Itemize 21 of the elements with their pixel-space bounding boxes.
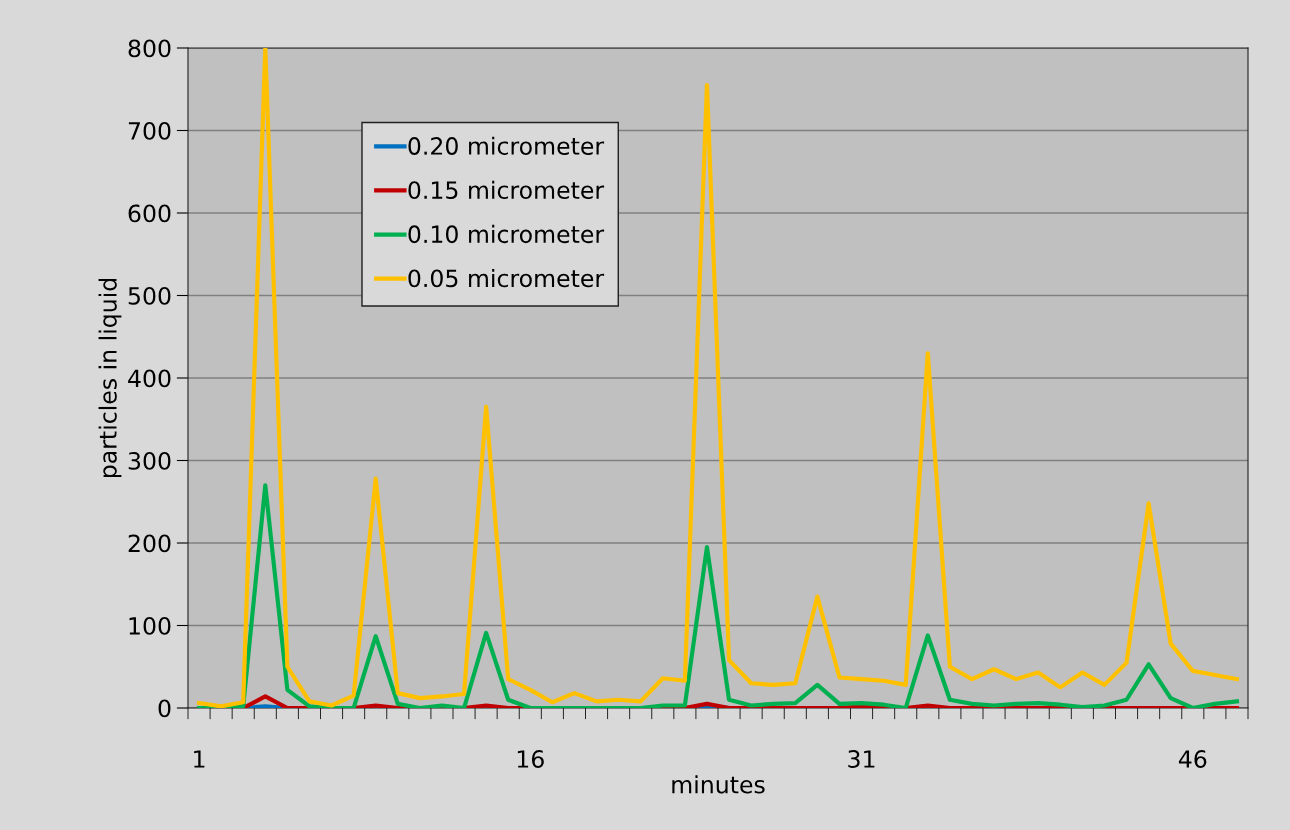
y-tick-label: 300: [128, 451, 171, 470]
y-tick-label: 700: [128, 121, 171, 140]
x-tick-label: 1: [194, 750, 205, 768]
y-tick-label: 100: [129, 616, 171, 635]
y-tick-label: 200: [128, 534, 171, 553]
legend-label: 0.15 micrometer: [408, 180, 605, 200]
legend-label: 0.20 micrometer: [408, 136, 605, 155]
legend-label: 0.10 micrometer: [408, 224, 605, 244]
y-tick-label: 600: [128, 204, 171, 223]
line-series: [196, 48, 1240, 708]
x-tick-label: 46: [1178, 750, 1207, 768]
x-axis-title: minutes: [672, 775, 765, 794]
x-tick-label: 31: [848, 750, 875, 768]
y-tick-label: 800: [128, 39, 171, 58]
legend-label: 0.05 micrometer: [408, 268, 605, 288]
y-tick-label: 0: [158, 699, 171, 718]
line-series: [196, 483, 1240, 708]
y-tick-label: 500: [128, 286, 171, 305]
y-axis-title: particles in liquid: [98, 278, 122, 478]
x-tick-label: 16: [517, 750, 544, 768]
y-tick-label: 400: [128, 369, 171, 388]
